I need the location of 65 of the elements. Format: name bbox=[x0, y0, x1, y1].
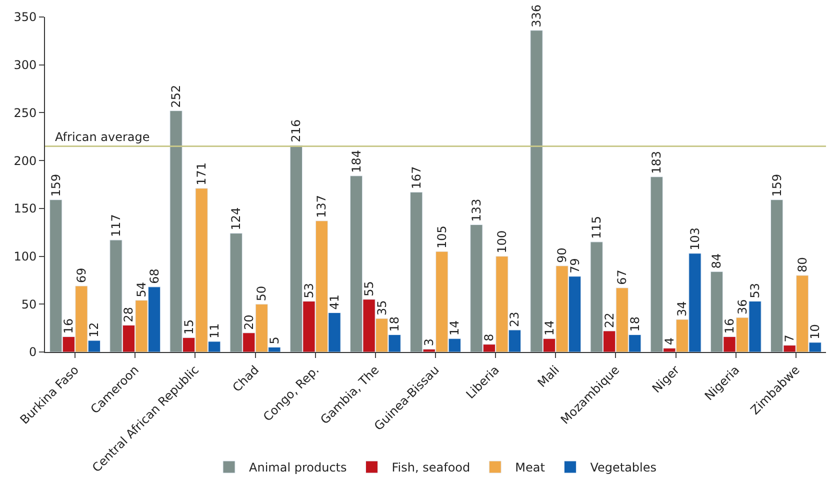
data-label: 23 bbox=[508, 312, 522, 327]
data-label: 117 bbox=[108, 214, 123, 238]
data-label: 16 bbox=[722, 318, 737, 334]
data-label: 137 bbox=[314, 194, 329, 218]
data-label: 105 bbox=[434, 226, 449, 248]
y-tick-label: 350 bbox=[14, 10, 37, 24]
data-label: 3 bbox=[422, 338, 436, 346]
data-label: 54 bbox=[134, 282, 148, 298]
data-label: 69 bbox=[74, 268, 88, 283]
data-label: 53 bbox=[748, 282, 762, 298]
data-label: 11 bbox=[207, 323, 222, 338]
y-tick-label: 100 bbox=[14, 249, 37, 264]
data-label: 15 bbox=[182, 319, 196, 335]
data-label: 36 bbox=[735, 299, 750, 315]
data-label: 68 bbox=[147, 268, 162, 284]
data-label: 67 bbox=[615, 270, 630, 285]
data-label: 183 bbox=[650, 150, 664, 174]
data-label: 14 bbox=[448, 320, 462, 336]
data-label: 115 bbox=[590, 216, 604, 239]
data-label: 84 bbox=[710, 253, 724, 269]
y-tick-label: 0 bbox=[28, 345, 37, 360]
data-label: 159 bbox=[48, 174, 63, 197]
data-label: 124 bbox=[229, 207, 244, 230]
data-label: 103 bbox=[688, 228, 702, 250]
data-label: 184 bbox=[349, 150, 364, 173]
data-label: 133 bbox=[469, 198, 484, 222]
y-tick-label: 50 bbox=[21, 297, 37, 312]
data-label: 79 bbox=[568, 258, 582, 274]
data-label: 5 bbox=[267, 336, 282, 344]
data-label: 50 bbox=[254, 286, 269, 302]
data-label: 18 bbox=[388, 316, 402, 332]
data-label: 100 bbox=[494, 230, 509, 254]
y-tick-label: 250 bbox=[14, 106, 37, 120]
data-label: 90 bbox=[555, 248, 570, 263]
data-label: 216 bbox=[289, 119, 304, 142]
data-label: 171 bbox=[194, 162, 209, 186]
data-label: 18 bbox=[628, 316, 642, 332]
data-label: 41 bbox=[327, 294, 342, 310]
y-tick-label: 150 bbox=[14, 202, 37, 216]
data-label: 80 bbox=[795, 257, 810, 272]
legend-label: Vegetables bbox=[590, 460, 657, 475]
data-label: 34 bbox=[675, 301, 690, 316]
data-label: 4 bbox=[662, 338, 676, 346]
data-label: 20 bbox=[242, 314, 256, 330]
y-tick-label: 200 bbox=[14, 154, 37, 168]
data-label: 28 bbox=[122, 306, 136, 322]
data-label: 22 bbox=[602, 312, 616, 328]
y-tick-label: 300 bbox=[14, 58, 37, 72]
data-label: 252 bbox=[169, 84, 184, 108]
data-label: 159 bbox=[770, 174, 784, 197]
ref-line-label: African average bbox=[55, 130, 150, 144]
data-label: 53 bbox=[302, 282, 316, 298]
legend-label: Animal products bbox=[249, 460, 347, 475]
data-label: 7 bbox=[782, 334, 797, 342]
legend-label: Fish, seafood bbox=[392, 460, 470, 475]
data-label: 12 bbox=[87, 322, 102, 338]
data-label: 167 bbox=[409, 166, 424, 190]
data-label: 8 bbox=[482, 334, 496, 342]
data-label: 35 bbox=[374, 300, 389, 316]
data-label: 10 bbox=[808, 324, 822, 340]
data-label: 336 bbox=[530, 4, 544, 28]
legend-label: Meat bbox=[515, 460, 546, 475]
data-label: 14 bbox=[542, 320, 556, 336]
data-label: 16 bbox=[62, 318, 76, 334]
data-label: 55 bbox=[362, 281, 376, 296]
